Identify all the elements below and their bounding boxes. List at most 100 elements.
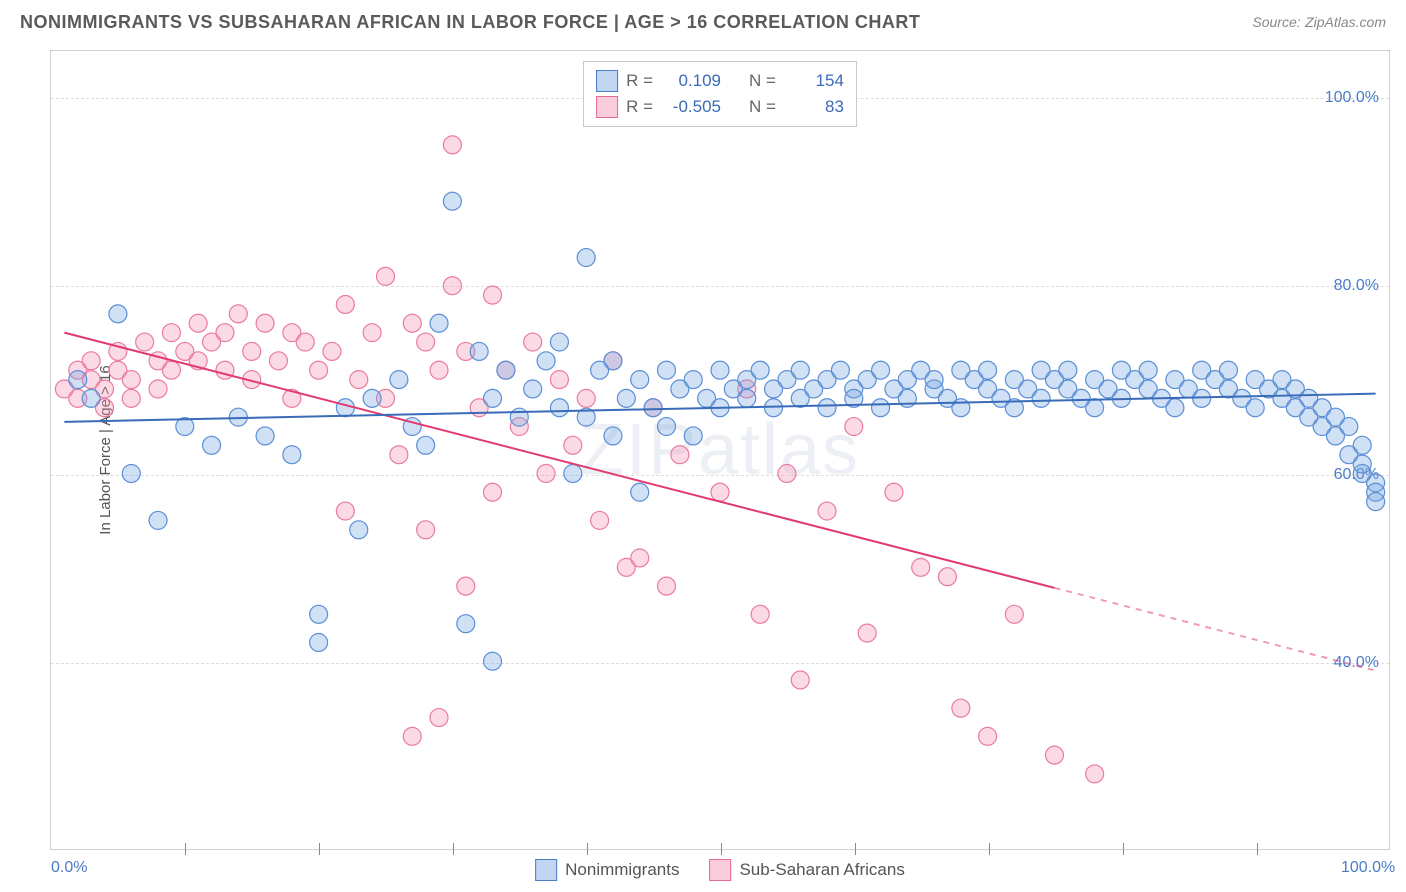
- data-point: [671, 446, 689, 464]
- data-point: [484, 389, 502, 407]
- r-label: R =: [626, 97, 653, 117]
- data-point: [1340, 418, 1358, 436]
- data-point: [497, 361, 515, 379]
- correlation-stats-box: R = 0.109 N = 154 R = -0.505 N = 83: [583, 61, 857, 127]
- data-point: [778, 464, 796, 482]
- data-point: [336, 502, 354, 520]
- data-point: [925, 371, 943, 389]
- stats-row-pink: R = -0.505 N = 83: [596, 94, 844, 120]
- data-point: [912, 558, 930, 576]
- r-value-blue: 0.109: [661, 71, 721, 91]
- data-point: [604, 427, 622, 445]
- legend-label: Sub-Saharan Africans: [739, 860, 904, 880]
- data-point: [845, 418, 863, 436]
- n-value-pink: 83: [784, 97, 844, 117]
- data-point: [430, 314, 448, 332]
- data-point: [684, 371, 702, 389]
- data-point: [82, 352, 100, 370]
- data-point: [858, 624, 876, 642]
- data-point: [791, 671, 809, 689]
- data-point: [1246, 399, 1264, 417]
- data-point: [524, 380, 542, 398]
- data-point: [403, 314, 421, 332]
- data-point: [189, 314, 207, 332]
- data-point: [149, 511, 167, 529]
- legend-item-subsaharan: Sub-Saharan Africans: [709, 859, 904, 881]
- data-point: [657, 361, 675, 379]
- data-point: [818, 399, 836, 417]
- data-point: [564, 436, 582, 454]
- data-point: [711, 361, 729, 379]
- data-point: [1086, 399, 1104, 417]
- legend-item-nonimmigrants: Nonimmigrants: [535, 859, 679, 881]
- swatch-blue-icon: [596, 70, 618, 92]
- data-point: [229, 305, 247, 323]
- data-point: [122, 371, 140, 389]
- data-point: [885, 483, 903, 501]
- data-point: [1353, 455, 1371, 473]
- data-point: [952, 699, 970, 717]
- data-point: [537, 464, 555, 482]
- source-value: ZipAtlas.com: [1305, 14, 1386, 30]
- data-point: [457, 615, 475, 633]
- data-point: [684, 427, 702, 445]
- data-point: [872, 399, 890, 417]
- data-point: [216, 324, 234, 342]
- data-point: [631, 549, 649, 567]
- data-point: [510, 408, 528, 426]
- data-point: [711, 483, 729, 501]
- data-point: [69, 371, 87, 389]
- data-point: [751, 605, 769, 623]
- data-point: [938, 568, 956, 586]
- data-point: [310, 361, 328, 379]
- x-tick-label: 0.0%: [51, 859, 87, 877]
- data-point: [1353, 436, 1371, 454]
- chart-container: In Labor Force | Age > 16 ZIPatlas 40.0%…: [50, 50, 1390, 850]
- data-point: [644, 399, 662, 417]
- data-point: [577, 389, 595, 407]
- swatch-blue-icon: [535, 859, 557, 881]
- data-point: [631, 371, 649, 389]
- data-point: [1005, 605, 1023, 623]
- data-point: [1086, 765, 1104, 783]
- data-point: [203, 436, 221, 454]
- data-point: [149, 380, 167, 398]
- data-point: [738, 389, 756, 407]
- r-value-pink: -0.505: [661, 97, 721, 117]
- r-label: R =: [626, 71, 653, 91]
- data-point: [457, 577, 475, 595]
- data-point: [765, 399, 783, 417]
- data-point: [577, 249, 595, 267]
- data-point: [484, 652, 502, 670]
- data-point: [323, 342, 341, 360]
- data-point: [443, 277, 461, 295]
- data-point: [350, 371, 368, 389]
- data-point: [296, 333, 314, 351]
- data-point: [524, 333, 542, 351]
- stats-row-blue: R = 0.109 N = 154: [596, 68, 844, 94]
- data-point: [136, 333, 154, 351]
- data-point: [979, 727, 997, 745]
- data-point: [1367, 493, 1385, 511]
- data-point: [831, 361, 849, 379]
- data-point: [417, 436, 435, 454]
- data-point: [310, 633, 328, 651]
- data-point: [657, 418, 675, 436]
- source-credit: Source: ZipAtlas.com: [1252, 14, 1386, 32]
- data-point: [122, 389, 140, 407]
- data-point: [310, 605, 328, 623]
- data-point: [470, 342, 488, 360]
- data-point: [256, 427, 274, 445]
- data-point: [751, 361, 769, 379]
- data-point: [484, 483, 502, 501]
- data-point: [631, 483, 649, 501]
- data-point: [1046, 746, 1064, 764]
- n-label: N =: [749, 71, 776, 91]
- data-point: [791, 361, 809, 379]
- data-point: [443, 192, 461, 210]
- data-point: [363, 389, 381, 407]
- data-point: [591, 511, 609, 529]
- data-point: [336, 399, 354, 417]
- data-point: [336, 296, 354, 314]
- data-point: [872, 361, 890, 379]
